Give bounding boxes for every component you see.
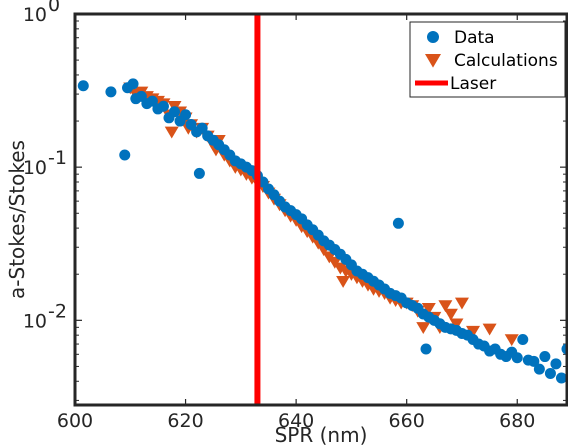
y-tick-label-exponent: -2 bbox=[48, 300, 67, 322]
y-tick-label: 10 bbox=[23, 4, 47, 26]
calculation-point bbox=[466, 325, 481, 338]
legend-marker-data bbox=[427, 31, 439, 43]
data-point bbox=[539, 351, 551, 363]
data-point bbox=[511, 352, 523, 364]
calculation-point bbox=[164, 126, 179, 139]
x-axis-label: SPR (nm) bbox=[275, 423, 368, 447]
legend-label-laser: Laser bbox=[450, 74, 496, 94]
data-point bbox=[196, 122, 208, 134]
calculation-point bbox=[438, 300, 453, 313]
data-points bbox=[77, 78, 567, 384]
legend-label-data: Data bbox=[454, 28, 495, 48]
data-point bbox=[119, 149, 131, 161]
data-point bbox=[127, 78, 139, 90]
x-tick-label: 620 bbox=[167, 410, 203, 432]
data-point bbox=[517, 333, 529, 345]
calculation-point bbox=[336, 275, 351, 288]
calculation-point bbox=[416, 322, 431, 334]
x-tick-label: 640 bbox=[278, 410, 314, 432]
x-tick-label: 600 bbox=[57, 410, 93, 432]
data-point bbox=[77, 80, 89, 92]
data-point bbox=[555, 372, 567, 384]
plot-frame bbox=[73, 12, 568, 407]
y-axis-label: a-Stokes/Stokes bbox=[5, 140, 29, 299]
calculation-point bbox=[421, 302, 436, 315]
y-tick-label: 10 bbox=[23, 310, 47, 332]
data-point bbox=[544, 367, 556, 379]
y-tick-label-exponent: 0 bbox=[48, 0, 60, 16]
calculation-point bbox=[443, 308, 458, 321]
data-point bbox=[169, 106, 181, 118]
y-tick-label-exponent: -1 bbox=[48, 147, 67, 169]
calculation-point bbox=[454, 297, 469, 310]
data-point bbox=[533, 363, 545, 375]
data-point bbox=[180, 109, 192, 121]
data-point bbox=[420, 343, 432, 355]
calculation-point bbox=[449, 318, 464, 331]
data-point bbox=[157, 100, 169, 112]
legend-marker-calculations bbox=[425, 54, 441, 68]
data-point bbox=[528, 355, 540, 367]
calculation-point bbox=[504, 334, 519, 347]
y-tick-label: 10 bbox=[23, 157, 47, 179]
calculation-point bbox=[333, 262, 348, 275]
x-tick-label: 660 bbox=[389, 410, 425, 432]
data-point bbox=[392, 217, 404, 229]
legend-label-calculations: Calculations bbox=[454, 51, 558, 71]
plot-area bbox=[77, 14, 567, 405]
data-point bbox=[105, 86, 117, 98]
x-tick-label: 680 bbox=[499, 410, 535, 432]
calculation-point bbox=[482, 323, 497, 336]
data-point bbox=[193, 167, 205, 179]
legend: Data Calculations Laser bbox=[409, 21, 566, 98]
data-point bbox=[146, 95, 158, 107]
data-point bbox=[550, 358, 562, 370]
